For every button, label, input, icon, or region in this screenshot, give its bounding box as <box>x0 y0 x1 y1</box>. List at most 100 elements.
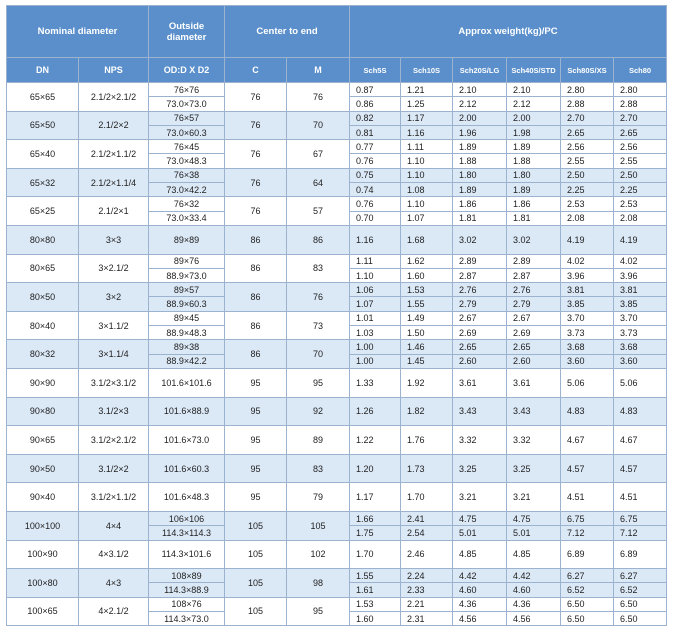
c-cell: 76 <box>224 167 287 198</box>
od-cell: 89×57 <box>148 282 225 298</box>
weight-cell: 1.86 <box>452 196 508 212</box>
weight-cell: 1.03 <box>349 325 402 341</box>
weight-cell: 1.06 <box>349 282 402 298</box>
weight-cell: 2.08 <box>560 210 615 226</box>
weight-cell: 3.68 <box>560 339 615 355</box>
od-cell: 73.0×42.2 <box>148 182 225 198</box>
weight-cell: 1.60 <box>349 610 402 627</box>
m-cell: 73 <box>285 310 351 341</box>
weight-cell: 1.70 <box>349 539 402 570</box>
weight-cell: 0.82 <box>349 110 402 126</box>
dn-cell: 90×50 <box>6 453 79 484</box>
weight-cell: 2.89 <box>506 253 562 269</box>
weight-cell: 1.16 <box>349 224 402 255</box>
od-cell: 88.9×48.3 <box>148 325 225 341</box>
weight-cell: 1.33 <box>349 367 402 398</box>
weight-cell: 1.89 <box>506 139 562 155</box>
od-cell: 101.6×73.0 <box>148 425 225 455</box>
table-row: 65×32 2.1/2×1.1/4 76×38 76 64 0.75 1.10 1.80 1.8… <box>6 167 668 198</box>
weight-cell: 6.89 <box>560 539 615 570</box>
table-row: 80×32 3×1.1/4 89×38 86 70 1.00 1.46 2.65 2.65 3.6… <box>6 339 668 369</box>
table-row: 65×50 2.1/2×2 76×57 76 70 0.82 1.17 2.00 2.00 2.7… <box>6 110 668 141</box>
weight-cell: 2.50 <box>613 167 668 184</box>
m-cell: 79 <box>285 482 351 512</box>
weight-cell: 3.70 <box>560 310 615 327</box>
od-cell: 106×106 <box>148 510 225 527</box>
nps-cell: 2.1/2×1.1/4 <box>78 167 149 198</box>
table-row: 80×80 3×3 89×89 86 86 1.16 1.68 3.02 3.02 4.19 4.1… <box>6 224 668 255</box>
nps-cell: 3×2 <box>78 282 149 312</box>
m-cell: 83 <box>285 453 351 484</box>
table-row: 73.0×42.2 0.74 1.08 1.89 1.89 2.25 2.25 <box>7 182 668 198</box>
column-header: NPS <box>78 57 149 83</box>
weight-cell: 3.96 <box>560 267 615 284</box>
weight-cell: 2.24 <box>400 568 454 584</box>
weight-cell: 1.82 <box>400 396 454 427</box>
m-cell: 86 <box>285 224 351 255</box>
table-row: 100×80 4×3 108×89 105 98 1.55 2.24 4.42 4.42 6.27… <box>6 568 668 598</box>
weight-cell: 2.12 <box>506 96 562 112</box>
nps-cell: 3.1/2×3 <box>78 396 149 427</box>
od-cell: 108×76 <box>148 596 225 612</box>
weight-cell: 2.79 <box>506 296 562 312</box>
weight-cell: 7.12 <box>613 525 668 541</box>
weight-cell: 1.50 <box>400 325 454 341</box>
weight-cell: 2.87 <box>506 267 562 284</box>
group-header: Nominal diameter <box>6 5 149 58</box>
weight-cell: 1.70 <box>400 482 454 512</box>
weight-cell: 2.60 <box>506 353 562 369</box>
weight-cell: 6.52 <box>560 582 615 598</box>
table-body: 65×65 2.1/2×2.1/2 76×76 76 76 0.87 1.21 2.10 2.1… <box>6 81 668 627</box>
weight-cell: 1.88 <box>506 153 562 169</box>
weight-cell: 3.73 <box>613 325 668 341</box>
weight-cell: 4.83 <box>613 396 668 427</box>
weight-cell: 4.85 <box>506 539 562 570</box>
nps-cell: 3×2.1/2 <box>78 253 149 284</box>
weight-cell: 2.65 <box>506 339 562 355</box>
m-cell: 70 <box>285 339 351 369</box>
dn-cell: 65×50 <box>6 110 79 141</box>
weight-cell: 3.32 <box>452 425 508 455</box>
weight-cell: 1.16 <box>400 124 454 141</box>
c-cell: 86 <box>224 310 287 341</box>
table-row: 90×65 3.1/2×2.1/2 101.6×73.0 95 89 1.22 1.76 3.… <box>6 425 668 455</box>
weight-cell: 2.89 <box>452 253 508 269</box>
od-cell: 73.0×48.3 <box>148 153 225 169</box>
table-row: 65×65 2.1/2×2.1/2 76×76 76 76 0.87 1.21 2.10 2.1… <box>6 81 668 112</box>
nps-cell: 2.1/2×1 <box>78 196 149 226</box>
weight-cell: 2.60 <box>452 353 508 369</box>
m-cell: 95 <box>285 596 351 627</box>
m-cell: 83 <box>285 253 351 284</box>
weight-cell: 2.67 <box>452 310 508 327</box>
nps-cell: 2.1/2×2 <box>78 110 149 141</box>
m-cell: 92 <box>285 396 351 427</box>
weight-cell: 2.54 <box>400 525 454 541</box>
weight-cell: 3.61 <box>452 367 508 398</box>
weight-cell: 1.26 <box>349 396 402 427</box>
weight-cell: 1.07 <box>349 296 402 312</box>
weight-cell: 2.25 <box>613 182 668 198</box>
od-cell: 114.3×101.6 <box>148 539 225 570</box>
weight-cell: 4.36 <box>452 596 508 612</box>
weight-cell: 1.10 <box>349 267 402 284</box>
group-header-row: Nominal diameter Outside diameter Center t… <box>6 5 668 58</box>
c-cell: 86 <box>224 224 287 255</box>
weight-cell: 1.20 <box>349 453 402 484</box>
column-header: Sch5S <box>349 57 402 83</box>
weight-cell: 2.76 <box>452 282 508 298</box>
weight-cell: 3.43 <box>452 396 508 427</box>
weight-cell: 3.68 <box>613 339 668 355</box>
table-row: 90×50 3.1/2×2 101.6×60.3 95 83 1.20 1.73 3.25 3.… <box>6 453 668 484</box>
weight-cell: 1.55 <box>349 568 402 584</box>
weight-cell: 2.53 <box>613 196 668 212</box>
weight-cell: 1.45 <box>400 353 454 369</box>
dn-cell: 90×80 <box>6 396 79 427</box>
weight-cell: 1.80 <box>506 167 562 184</box>
weight-cell: 2.08 <box>613 210 668 226</box>
od-cell: 76×38 <box>148 167 225 184</box>
column-header: Sch80S/XS <box>560 57 615 83</box>
weight-cell: 1.11 <box>400 139 454 155</box>
weight-cell: 2.33 <box>400 582 454 598</box>
weight-cell: 4.57 <box>560 453 615 484</box>
weight-cell: 0.86 <box>349 96 402 112</box>
